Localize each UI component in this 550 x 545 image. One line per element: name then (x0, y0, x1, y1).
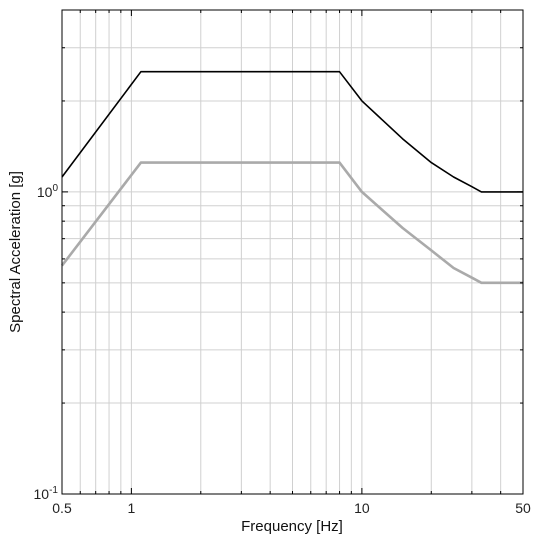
y-tick-label: 10-1 (34, 485, 59, 502)
tick-marks (61, 9, 524, 495)
x-tick-label: 1 (127, 500, 135, 516)
y-tick-labels: 10-1 100 (34, 183, 59, 502)
series-group (60, 70, 523, 285)
x-axis-label: Frequency [Hz] (241, 518, 343, 535)
grid (62, 10, 523, 494)
y-axis-label: Spectral Acceleration [g] (7, 171, 24, 333)
x-tick-label: 10 (354, 500, 370, 516)
x-tick-label: 50 (515, 500, 531, 516)
series-line-1 (61, 70, 523, 193)
y-tick-label: 100 (37, 183, 59, 200)
x-tick-label: 0.5 (52, 500, 72, 516)
x-tick-labels: 0.5 1 10 50 (52, 500, 531, 516)
series-line-2 (60, 161, 523, 285)
